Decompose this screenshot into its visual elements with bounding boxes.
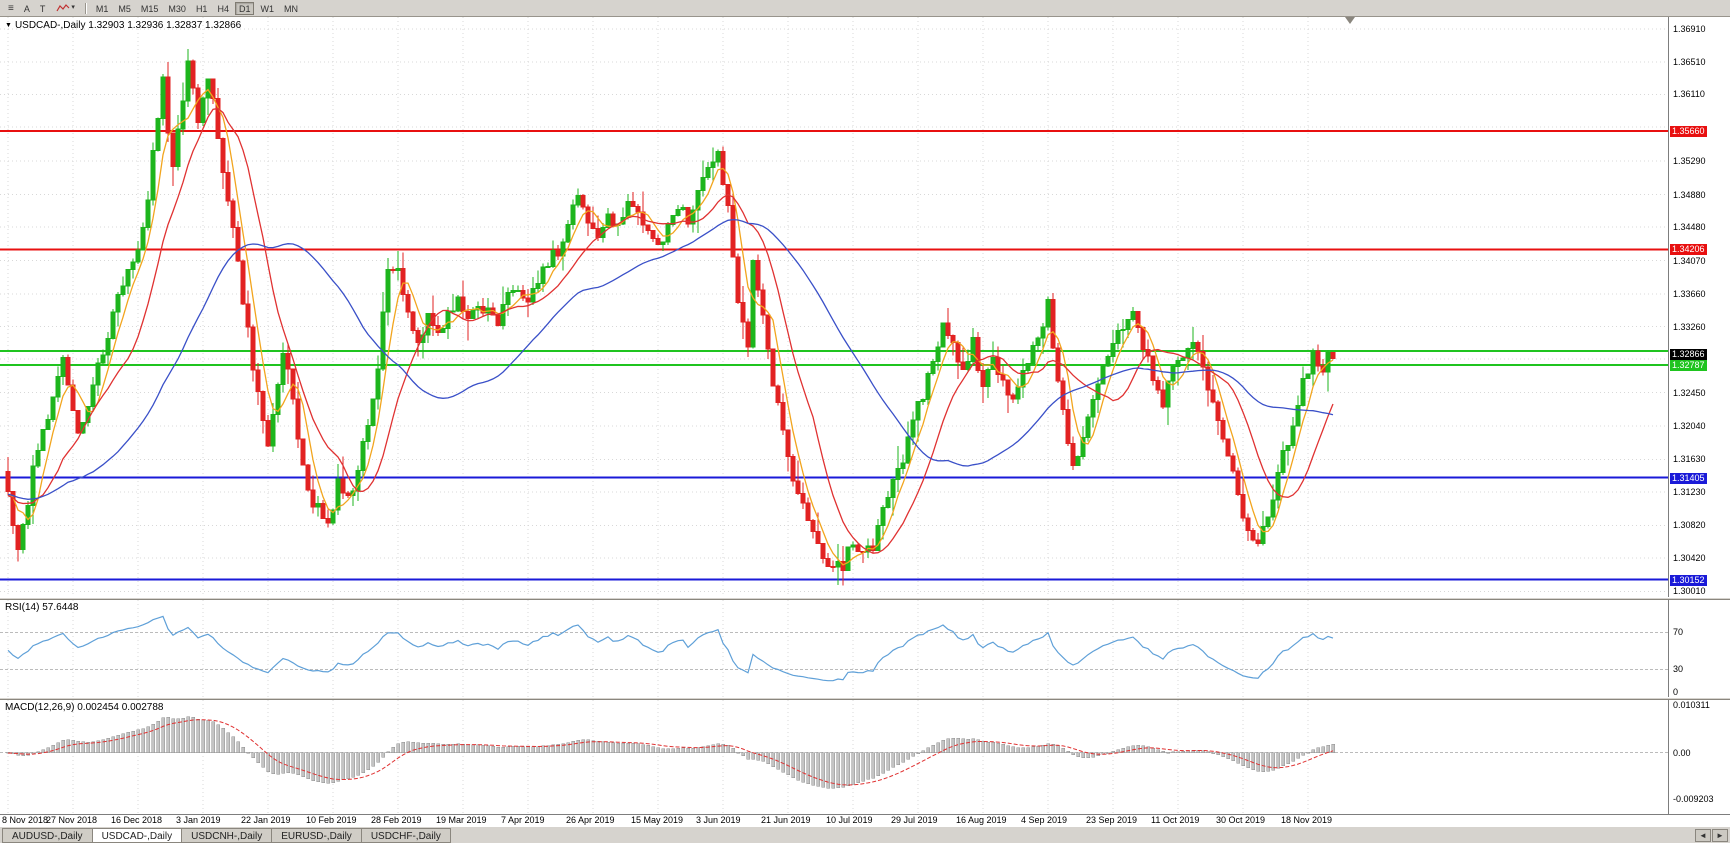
tab-bar: AUDUSD-,Daily USDCAD-,Daily USDCNH-,Dail… xyxy=(0,826,1730,843)
line-style-icon xyxy=(56,4,70,12)
price-plot-area[interactable]: ▼ USDCAD-,Daily 1.32903 1.32936 1.32837 1… xyxy=(0,17,1668,597)
time-tick-label: 10 Jul 2019 xyxy=(826,815,873,825)
price-tick-label: 1.36910 xyxy=(1673,24,1706,35)
time-tick-label: 8 Nov 2018 xyxy=(2,815,49,825)
level-price-label: 1.31405 xyxy=(1670,472,1707,484)
price-tick-label: 1.33660 xyxy=(1673,288,1706,299)
timeframe-m1-button[interactable]: M1 xyxy=(95,3,109,14)
chart-title: USDCAD-,Daily xyxy=(14,20,86,31)
macd-indicator-label: MACD(12,26,9) 0.002454 0.002788 xyxy=(5,702,164,713)
time-tick-label: 16 Dec 2018 xyxy=(111,815,163,825)
price-tick-label: 1.34480 xyxy=(1673,222,1706,233)
macd-axis: 0.010311 0.00 -0.009203 xyxy=(1668,700,1730,814)
price-tick-label: 1.31630 xyxy=(1673,454,1706,465)
chart-bars-icon[interactable]: ≡ xyxy=(8,2,14,14)
chart-ohlc-values: 1.32903 1.32936 1.32837 1.32866 xyxy=(88,20,242,31)
price-tick-label: 1.35290 xyxy=(1673,156,1706,167)
time-tick-label: 21 Jun 2019 xyxy=(761,815,811,825)
timeframe-mn-button[interactable]: MN xyxy=(283,3,298,14)
time-tick-label: 28 Feb 2019 xyxy=(371,815,422,825)
tab-audusd[interactable]: AUDUSD-,Daily xyxy=(2,828,93,843)
price-axis[interactable]: 1.36910 1.36510 1.36110 1.35290 1.34880 1.344… xyxy=(1668,17,1730,597)
tab-usdcad[interactable]: USDCAD-,Daily xyxy=(91,828,183,843)
main-chart-panel: ▼ USDCAD-,Daily 1.32903 1.32936 1.32837 1… xyxy=(0,17,1730,597)
tab-eurusd[interactable]: EURUSD-,Daily xyxy=(271,828,362,843)
time-tick-label: 27 Nov 2018 xyxy=(46,815,98,825)
price-tick-label: 1.34880 xyxy=(1673,189,1706,200)
timeframe-m15-button[interactable]: M15 xyxy=(140,3,159,14)
time-tick-label: 18 Nov 2019 xyxy=(1281,815,1333,825)
level-price-label: 1.35660 xyxy=(1670,126,1707,138)
rsi-tick-label: 70 xyxy=(1673,627,1684,638)
tab-scroll-right-button[interactable]: ► xyxy=(1712,829,1728,842)
rsi-axis: 70 30 0 xyxy=(1668,600,1730,697)
time-tick-label: 23 Sep 2019 xyxy=(1086,815,1138,825)
tab-scroll-controls: ◄ ► xyxy=(1695,829,1728,842)
time-tick-label: 19 Mar 2019 xyxy=(436,815,487,825)
macd-tick-label: 0.00 xyxy=(1673,747,1691,758)
chart-header: ▼ USDCAD-,Daily 1.32903 1.32936 1.32837 1… xyxy=(5,20,241,31)
level-price-label: 1.30152 xyxy=(1670,574,1707,586)
price-tick-label: 1.34070 xyxy=(1673,255,1706,266)
price-tick-label: 1.32040 xyxy=(1673,420,1706,431)
level-price-label: 1.32787 xyxy=(1670,360,1707,372)
panel-splitter[interactable] xyxy=(0,697,1730,700)
tab-scroll-left-button[interactable]: ◄ xyxy=(1695,829,1711,842)
time-tick-label: 3 Jun 2019 xyxy=(696,815,741,825)
tab-usdchf[interactable]: USDCHF-,Daily xyxy=(360,828,451,843)
macd-tick-label: -0.009203 xyxy=(1673,793,1714,804)
time-tick-label: 15 May 2019 xyxy=(631,815,684,825)
timeframe-h4-button[interactable]: H4 xyxy=(217,3,229,14)
time-tick-label: 16 Aug 2019 xyxy=(956,815,1007,825)
text-tool-button[interactable]: T xyxy=(39,3,46,14)
auto-scroll-button[interactable]: A xyxy=(23,3,30,14)
macd-tick-label: 0.010311 xyxy=(1673,700,1710,710)
time-tick-label: 30 Oct 2019 xyxy=(1216,815,1266,825)
macd-plot-area[interactable]: MACD(12,26,9) 0.002454 0.002788 xyxy=(0,700,1668,814)
timeframe-h1-button[interactable]: H1 xyxy=(195,3,208,14)
toolbar: ≡ A T ▾ M1 M5 M15 M30 H1 H4 D1 W1 MN xyxy=(0,0,1730,17)
time-tick-label: 10 Feb 2019 xyxy=(306,815,357,825)
rsi-tick-label: 0 xyxy=(1673,687,1679,697)
time-axis[interactable]: 8 Nov 2018 27 Nov 2018 16 Dec 2018 3 Jan 20… xyxy=(0,814,1730,826)
price-tick-label: 1.32450 xyxy=(1673,387,1706,398)
price-tick-label: 1.30820 xyxy=(1673,520,1706,531)
rsi-chart[interactable] xyxy=(0,600,1668,697)
line-style-button[interactable]: ▾ xyxy=(52,2,79,15)
timeframe-w1-button[interactable]: W1 xyxy=(260,3,274,14)
rsi-plot-area[interactable]: RSI(14) 57.6448 xyxy=(0,600,1668,697)
panel-splitter[interactable] xyxy=(0,597,1730,600)
collapse-arrow-icon[interactable]: ▼ xyxy=(5,22,12,29)
time-tick-label: 22 Jan 2019 xyxy=(241,815,291,825)
time-tick-label: 3 Jan 2019 xyxy=(176,815,221,825)
time-tick-label: 7 Apr 2019 xyxy=(501,815,545,825)
timeframe-m30-button[interactable]: M30 xyxy=(168,3,186,14)
price-tick-label: 1.30420 xyxy=(1673,552,1706,563)
price-tick-label: 1.30010 xyxy=(1673,586,1706,596)
dropdown-arrow-icon: ▾ xyxy=(71,4,75,11)
level-price-label: 1.34206 xyxy=(1670,244,1707,256)
rsi-tick-label: 30 xyxy=(1673,664,1684,675)
macd-panel: MACD(12,26,9) 0.002454 0.002788 0.010311… xyxy=(0,700,1730,814)
candlestick-chart[interactable] xyxy=(0,17,1668,597)
time-tick-label: 11 Oct 2019 xyxy=(1151,815,1200,825)
time-tick-label: 29 Jul 2019 xyxy=(891,815,938,825)
timeframe-m5-button[interactable]: M5 xyxy=(118,3,131,14)
macd-chart[interactable] xyxy=(0,700,1668,814)
timeframe-d1-button[interactable]: D1 xyxy=(234,1,255,15)
rsi-indicator-label: RSI(14) 57.6448 xyxy=(5,602,79,613)
price-tick-label: 1.36510 xyxy=(1673,56,1706,67)
chart-shift-marker-icon[interactable] xyxy=(1345,17,1355,24)
time-tick-label: 26 Apr 2019 xyxy=(566,815,615,825)
rsi-panel: RSI(14) 57.6448 70 30 0 xyxy=(0,600,1730,697)
tab-usdcnh[interactable]: USDCNH-,Daily xyxy=(181,828,273,843)
price-tick-label: 1.36110 xyxy=(1673,89,1705,100)
price-tick-label: 1.31230 xyxy=(1673,486,1706,497)
time-tick-label: 4 Sep 2019 xyxy=(1021,815,1068,825)
current-price-label: 1.32866 xyxy=(1670,348,1707,360)
price-tick-label: 1.33260 xyxy=(1673,321,1706,332)
toolbar-separator xyxy=(84,2,87,14)
